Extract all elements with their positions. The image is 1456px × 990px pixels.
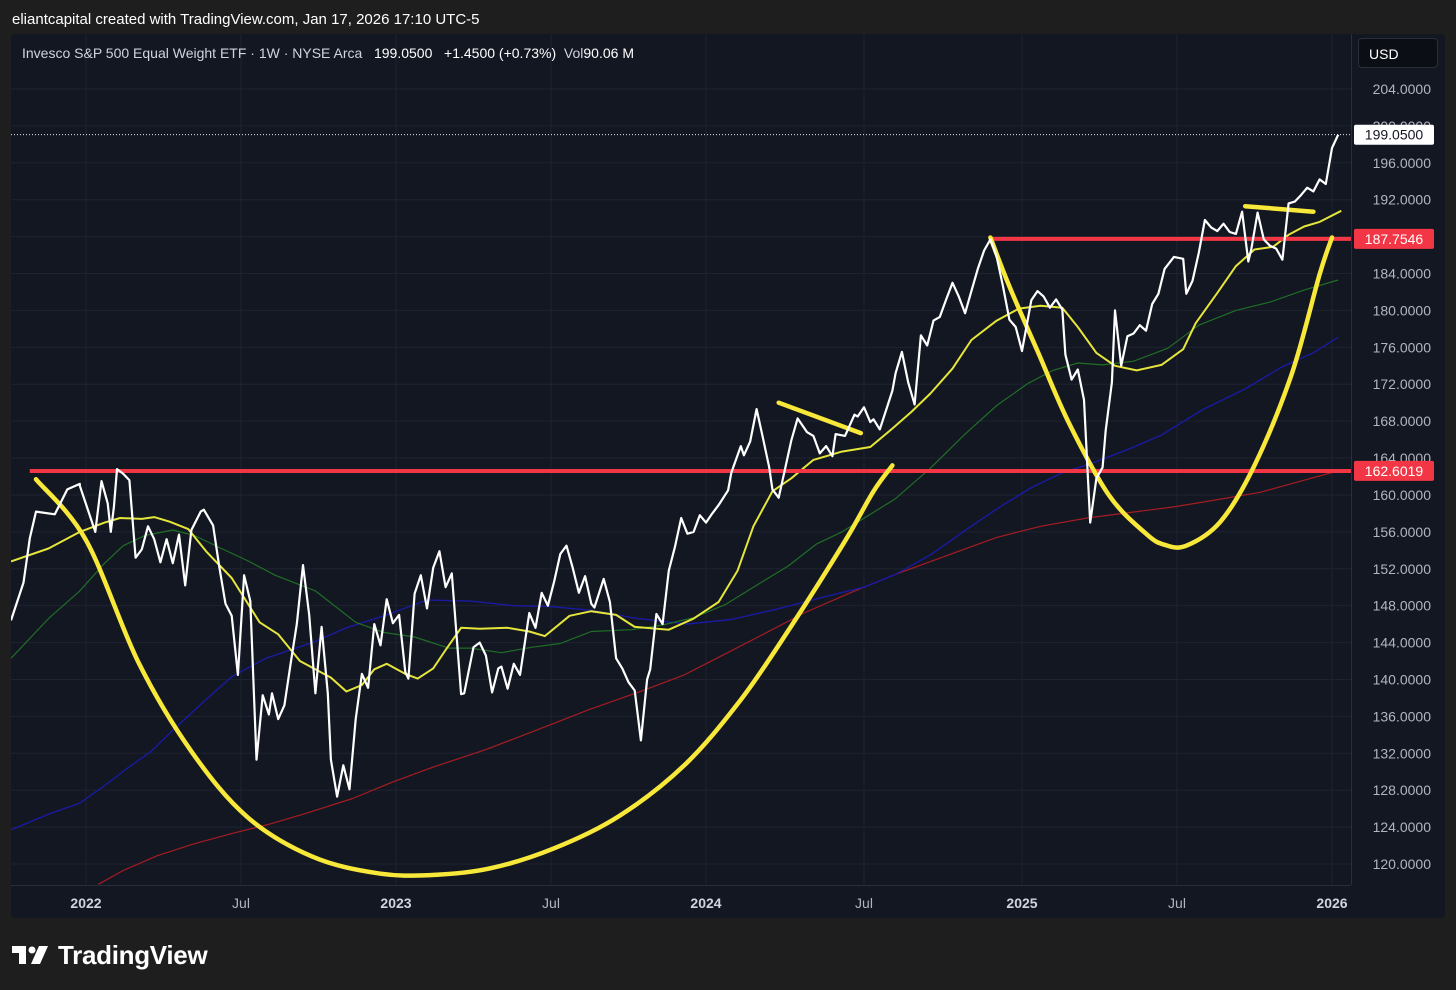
y-tick-label: 172.0000 [1373,376,1432,392]
y-tick-label: 132.0000 [1373,745,1432,761]
symbol-legend: Invesco S&P 500 Equal Weight ETF · 1W · … [22,45,634,61]
price-tag-label: 162.6019 [1365,463,1424,479]
y-tick-label: 120.0000 [1373,856,1432,872]
x-tick-label: Jul [232,895,250,911]
y-tick-label: 176.0000 [1373,339,1432,355]
price-tag-box [1354,228,1434,249]
x-tick-label: Jul [855,895,873,911]
x-tick-label: 2026 [1316,895,1347,911]
x-tick-label: Jul [1168,895,1186,911]
currency-button[interactable]: USD [1358,38,1438,68]
y-tick-label: 148.0000 [1373,598,1432,614]
annotation-curve [988,235,1335,550]
series-ma_fast [11,209,1342,693]
y-tick-label: 152.0000 [1373,561,1432,577]
tradingview-brand: TradingView [12,939,208,971]
y-tick-label: 136.0000 [1373,708,1432,724]
volume-unit: M [622,45,634,61]
volume-value: 90.06 [583,45,619,61]
series-ma_slow [11,336,1339,831]
brand-name: TradingView [58,939,208,970]
attribution-text: eliantcapital created with TradingView.c… [12,11,480,28]
price-chart[interactable]: 204.0000 196.0000 192.0000 184.0000 180.0000… [11,34,1445,918]
annotation-curve [33,463,895,878]
symbol-name: Invesco S&P 500 Equal Weight ETF · 1W · … [22,45,363,61]
annotation-segment [776,400,864,436]
x-tick-label: 2023 [380,895,411,911]
y-tick-label: 128.0000 [1373,782,1432,798]
price-tag-box [1354,460,1434,481]
price-tag: 187.7546 [1354,228,1434,249]
x-tick-label: 2025 [1006,895,1037,911]
grid [11,34,1351,885]
series-ma_long [98,469,1342,885]
y-tick-label: 156.0000 [1373,524,1432,540]
price-tag: 199.0500 [1354,124,1434,145]
x-tick-label: 2024 [690,895,721,911]
y-tick-label: 168.0000 [1373,413,1432,429]
price-change: +1.4500 (+0.73%) [444,45,557,61]
price-tag: 162.6019 [1354,460,1434,481]
annotation-segment [1242,203,1316,214]
tradingview-logo-icon [12,946,48,964]
volume-label: Vol [563,45,584,61]
y-tick-label: 144.0000 [1373,635,1432,651]
price-tag-label: 199.0500 [1365,127,1424,143]
x-tick-label: 2022 [70,895,101,911]
price-tag-label: 187.7546 [1365,231,1424,247]
y-tick-label: 140.0000 [1373,672,1432,688]
y-tick-label: 204.0000 [1373,81,1432,97]
y-tick-label: 160.0000 [1373,487,1432,503]
price-tag-box [1354,124,1434,145]
chart-panel[interactable]: 204.0000 196.0000 192.0000 184.0000 180.0000… [11,34,1445,918]
y-tick-label: 180.0000 [1373,302,1432,318]
y-tick-label: 184.0000 [1373,266,1432,282]
y-tick-label: 124.0000 [1373,819,1432,835]
plot-area [11,134,1351,885]
series-price [11,134,1340,798]
last-price: 199.0500 [373,45,433,61]
x-tick-label: Jul [542,895,560,911]
y-tick-label: 192.0000 [1373,192,1432,208]
top-bar: eliantcapital created with TradingView.c… [0,0,1456,34]
y-tick-label: 196.0000 [1373,155,1432,171]
